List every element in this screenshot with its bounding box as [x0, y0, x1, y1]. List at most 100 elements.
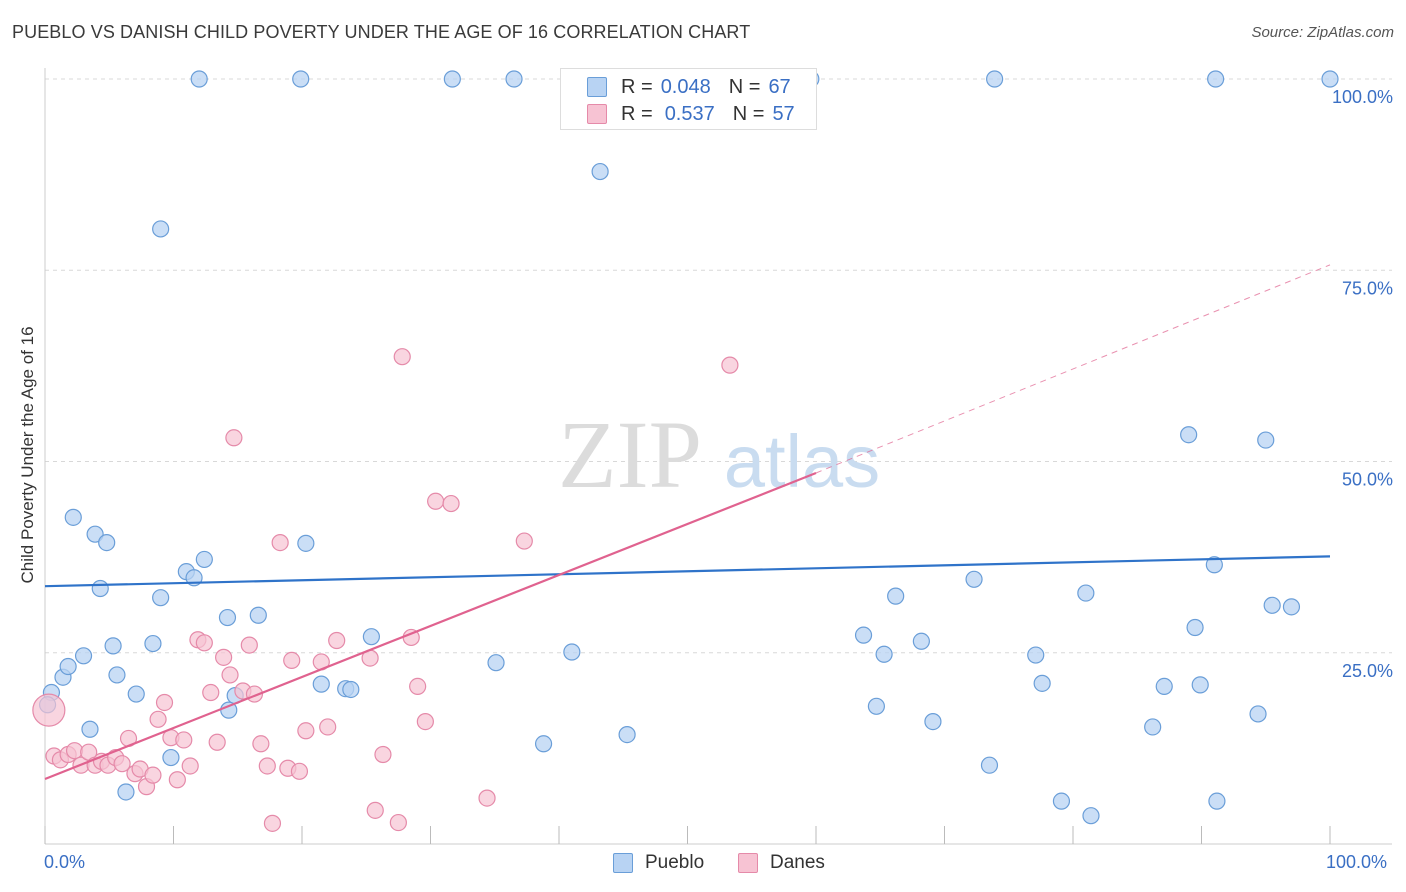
pueblo-point: [875, 645, 893, 663]
pueblo-point: [887, 587, 905, 605]
pueblo-point: [144, 634, 162, 653]
grid-layer: [44, 68, 1392, 845]
danes-point: [202, 683, 220, 702]
danes-point: [478, 789, 496, 807]
pueblo-point: [98, 533, 116, 552]
danes-point: [328, 631, 346, 650]
pueblo-point: [965, 570, 983, 588]
pueblo-point: [1144, 718, 1162, 736]
danes-point: [283, 651, 301, 670]
pueblo-point: [312, 675, 330, 693]
pueblo-point: [74, 647, 93, 665]
y-axis-label: Child Poverty Under the Age of 16: [18, 326, 37, 584]
pueblo-point: [64, 508, 82, 526]
source-label: Source: ZipAtlas.com: [1251, 24, 1394, 41]
pueblo-point: [854, 626, 873, 644]
danes-legend-swatch: [738, 853, 758, 873]
legend-label-danes: Danes: [770, 852, 825, 873]
pueblo-point: [618, 726, 636, 744]
danes-point: [442, 494, 460, 513]
pueblo-point: [152, 220, 170, 238]
n-value: 57: [772, 102, 795, 125]
pueblo-point: [505, 70, 523, 88]
r-label: R =: [621, 102, 653, 125]
legend-row-danes: R = 0.537 N = 57: [561, 101, 795, 127]
pueblo-point: [1207, 70, 1225, 88]
danes-point: [389, 813, 407, 832]
danes-point: [515, 532, 533, 550]
danes-trend-line: [44, 471, 817, 780]
y-tick-label: 75.0%: [1342, 278, 1393, 298]
y-tick-labels: 25.0% 50.0% 75.0% 100.0%: [1332, 87, 1393, 681]
danes-point: [427, 492, 445, 510]
x-tick-label-max: 100.0%: [1326, 852, 1388, 872]
pueblo-point: [152, 589, 170, 607]
pueblo-point: [86, 525, 104, 543]
pueblo-point: [924, 712, 942, 731]
pueblo-point: [249, 606, 267, 624]
pueblo-point: [1027, 646, 1045, 664]
pueblo-point: [297, 534, 315, 552]
danes-point: [175, 731, 193, 749]
danes-point: [113, 755, 131, 773]
pueblo-point: [117, 783, 135, 801]
pueblo-point: [1208, 792, 1226, 810]
pueblo-point: [1186, 618, 1204, 637]
pueblo-point: [1077, 584, 1095, 602]
danes-point: [155, 693, 174, 712]
pueblo-point: [1257, 431, 1275, 449]
series-legend: Pueblo Danes: [0, 852, 1406, 876]
danes-trend-extension: [815, 264, 1331, 474]
pueblo-point: [362, 628, 380, 646]
x-tick-label-min: 0.0%: [44, 852, 86, 872]
y-tick-label: 25.0%: [1342, 661, 1393, 681]
pueblo-point: [912, 632, 930, 650]
n-label: N =: [732, 102, 765, 125]
watermark: ZIP atlas: [558, 401, 880, 508]
danes-point: [409, 677, 427, 696]
danes-point: [721, 356, 739, 374]
danes-point: [366, 801, 384, 819]
legend-row-pueblo: R = 0.048 N = 67: [561, 74, 791, 100]
danes-point: [149, 710, 167, 728]
pueblo-point: [986, 70, 1004, 88]
pueblo-point: [218, 608, 237, 627]
legend-item-pueblo[interactable]: Pueblo: [613, 852, 704, 874]
pueblo-point: [1282, 598, 1301, 616]
pueblo-point: [1180, 426, 1198, 444]
watermark-atlas: atlas: [724, 420, 880, 503]
danes-point: [258, 757, 276, 775]
correlation-legend: R = 0.048 N = 67 R = 0.537 N = 57: [560, 68, 817, 130]
pueblo-point: [1155, 677, 1173, 696]
pueblo-point: [292, 70, 310, 88]
danes-point: [168, 771, 186, 789]
r-label: R =: [621, 75, 653, 98]
danes-point: [297, 722, 315, 740]
pueblo-point: [342, 680, 360, 699]
danes-point: [215, 648, 233, 666]
danes-point: [374, 745, 392, 764]
pueblo-point: [591, 162, 609, 181]
danes-point: [195, 634, 213, 652]
y-tick-label: 100.0%: [1332, 87, 1393, 107]
n-value: 67: [768, 75, 791, 98]
danes-point: [252, 735, 270, 753]
chart-title: PUEBLO VS DANISH CHILD POVERTY UNDER THE…: [12, 22, 751, 42]
pueblo-point: [1191, 676, 1209, 694]
y-tick-label: 50.0%: [1342, 470, 1393, 490]
pueblo-point: [127, 685, 145, 703]
danes-point: [416, 712, 434, 731]
danes-point: [290, 762, 309, 780]
danes-point: [181, 757, 199, 775]
trend-lines: [44, 264, 1331, 780]
watermark-zip: ZIP: [558, 401, 702, 508]
pueblo-swatch: [587, 77, 607, 97]
pueblo-trend-line: [44, 555, 1331, 588]
pueblo-point: [1033, 674, 1051, 692]
pueblo-point: [1321, 70, 1339, 88]
danes-point: [208, 733, 226, 751]
r-value: 0.537: [664, 102, 715, 125]
danes-point: [32, 693, 66, 727]
legend-item-danes[interactable]: Danes: [738, 852, 825, 874]
